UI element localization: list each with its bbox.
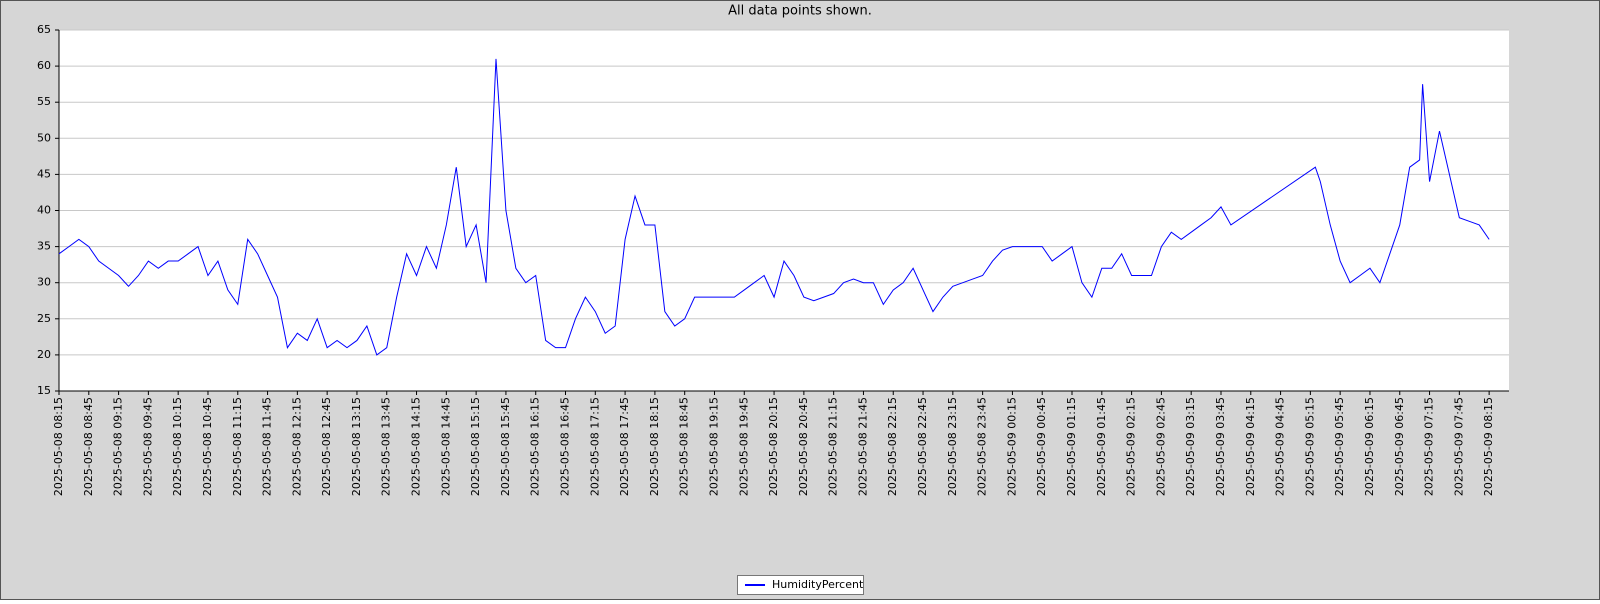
- x-tick-label: 2025-05-09 04:45: [1274, 397, 1287, 496]
- x-tick-label: 2025-05-08 20:15: [767, 397, 780, 496]
- x-tick-label: 2025-05-09 05:15: [1303, 397, 1316, 496]
- y-tick-label: 45: [37, 167, 51, 180]
- x-tick-label: 2025-05-09 04:15: [1244, 397, 1257, 496]
- x-tick-label: 2025-05-08 10:15: [171, 397, 184, 496]
- x-tick-label: 2025-05-09 03:45: [1214, 397, 1227, 496]
- x-tick-label: 2025-05-09 00:15: [1005, 397, 1018, 496]
- y-tick-label: 20: [37, 348, 51, 361]
- x-tick-label: 2025-05-08 11:15: [231, 397, 244, 496]
- y-tick-label: 50: [37, 131, 51, 144]
- x-tick-label: 2025-05-09 02:15: [1125, 397, 1138, 496]
- x-tick-label: 2025-05-08 21:15: [827, 397, 840, 496]
- x-tick-label: 2025-05-08 14:45: [439, 397, 452, 496]
- x-tick-label: 2025-05-08 17:45: [618, 397, 631, 496]
- x-tick-label: 2025-05-08 20:45: [797, 397, 810, 496]
- x-tick-label: 2025-05-08 21:45: [856, 397, 869, 496]
- x-tick-label: 2025-05-09 06:45: [1393, 397, 1406, 496]
- x-tick-label: 2025-05-09 02:45: [1154, 397, 1167, 496]
- y-tick-label: 55: [37, 95, 51, 108]
- x-tick-label: 2025-05-08 08:45: [82, 397, 95, 496]
- x-tick-label: 2025-05-09 07:45: [1452, 397, 1465, 496]
- x-tick-label: 2025-05-09 01:15: [1065, 397, 1078, 496]
- y-tick-label: 30: [37, 276, 51, 289]
- chart-title: All data points shown.: [728, 4, 872, 19]
- x-tick-label: 2025-05-08 13:45: [380, 397, 393, 496]
- x-tick-label: 2025-05-09 05:45: [1333, 397, 1346, 496]
- x-tick-label: 2025-05-09 06:15: [1363, 397, 1376, 496]
- y-tick-label: 35: [37, 240, 51, 253]
- line-series: [58, 58, 1490, 356]
- x-tick-label: 2025-05-08 19:45: [737, 397, 750, 496]
- x-tick-label: 2025-05-08 23:15: [946, 397, 959, 496]
- x-tick-label: 2025-05-08 18:45: [678, 397, 691, 496]
- x-tick-label: 2025-05-09 01:45: [1095, 397, 1108, 496]
- legend-label: HumidityPercent: [772, 578, 864, 591]
- y-tick-label: 15: [37, 384, 51, 397]
- x-tick-label: 2025-05-09 03:15: [1184, 397, 1197, 496]
- x-tick-label: 2025-05-08 09:45: [141, 397, 154, 496]
- x-tick-label: 2025-05-08 19:15: [707, 397, 720, 496]
- x-tick-label: 2025-05-08 18:15: [648, 397, 661, 496]
- x-tick-label: 2025-05-08 15:15: [469, 397, 482, 496]
- y-tick-label: 65: [37, 23, 51, 36]
- x-tick-label: 2025-05-08 16:45: [559, 397, 572, 496]
- x-tick-label: 2025-05-08 12:15: [290, 397, 303, 496]
- x-tick-label: 2025-05-08 10:45: [201, 397, 214, 496]
- legend: HumidityPercent: [737, 575, 864, 595]
- x-tick-label: 2025-05-08 23:45: [976, 397, 989, 496]
- x-tick-label: 2025-05-09 08:15: [1482, 397, 1495, 496]
- x-tick-label: 2025-05-08 22:45: [916, 397, 929, 496]
- x-tick-label: 2025-05-09 00:45: [1035, 397, 1048, 496]
- x-tick-label: 2025-05-08 22:15: [886, 397, 899, 496]
- y-tick-label: 25: [37, 312, 51, 325]
- x-tick-label: 2025-05-08 16:15: [529, 397, 542, 496]
- x-tick-label: 2025-05-08 13:15: [350, 397, 363, 496]
- legend-box: [737, 575, 864, 595]
- y-tick-label: 60: [37, 59, 51, 72]
- x-tick-label: 2025-05-08 17:15: [588, 397, 601, 496]
- x-tick-label: 2025-05-08 09:15: [112, 397, 125, 496]
- y-tick-label: 40: [37, 204, 51, 217]
- x-tick-label: 2025-05-08 15:45: [499, 397, 512, 496]
- x-tick-label: 2025-05-08 08:15: [52, 397, 65, 496]
- x-tick-label: 2025-05-08 12:45: [320, 397, 333, 496]
- x-tick-label: 2025-05-08 14:15: [410, 397, 423, 496]
- x-tick-label: 2025-05-09 07:15: [1423, 397, 1436, 496]
- x-tick-label: 2025-05-08 11:45: [261, 397, 274, 496]
